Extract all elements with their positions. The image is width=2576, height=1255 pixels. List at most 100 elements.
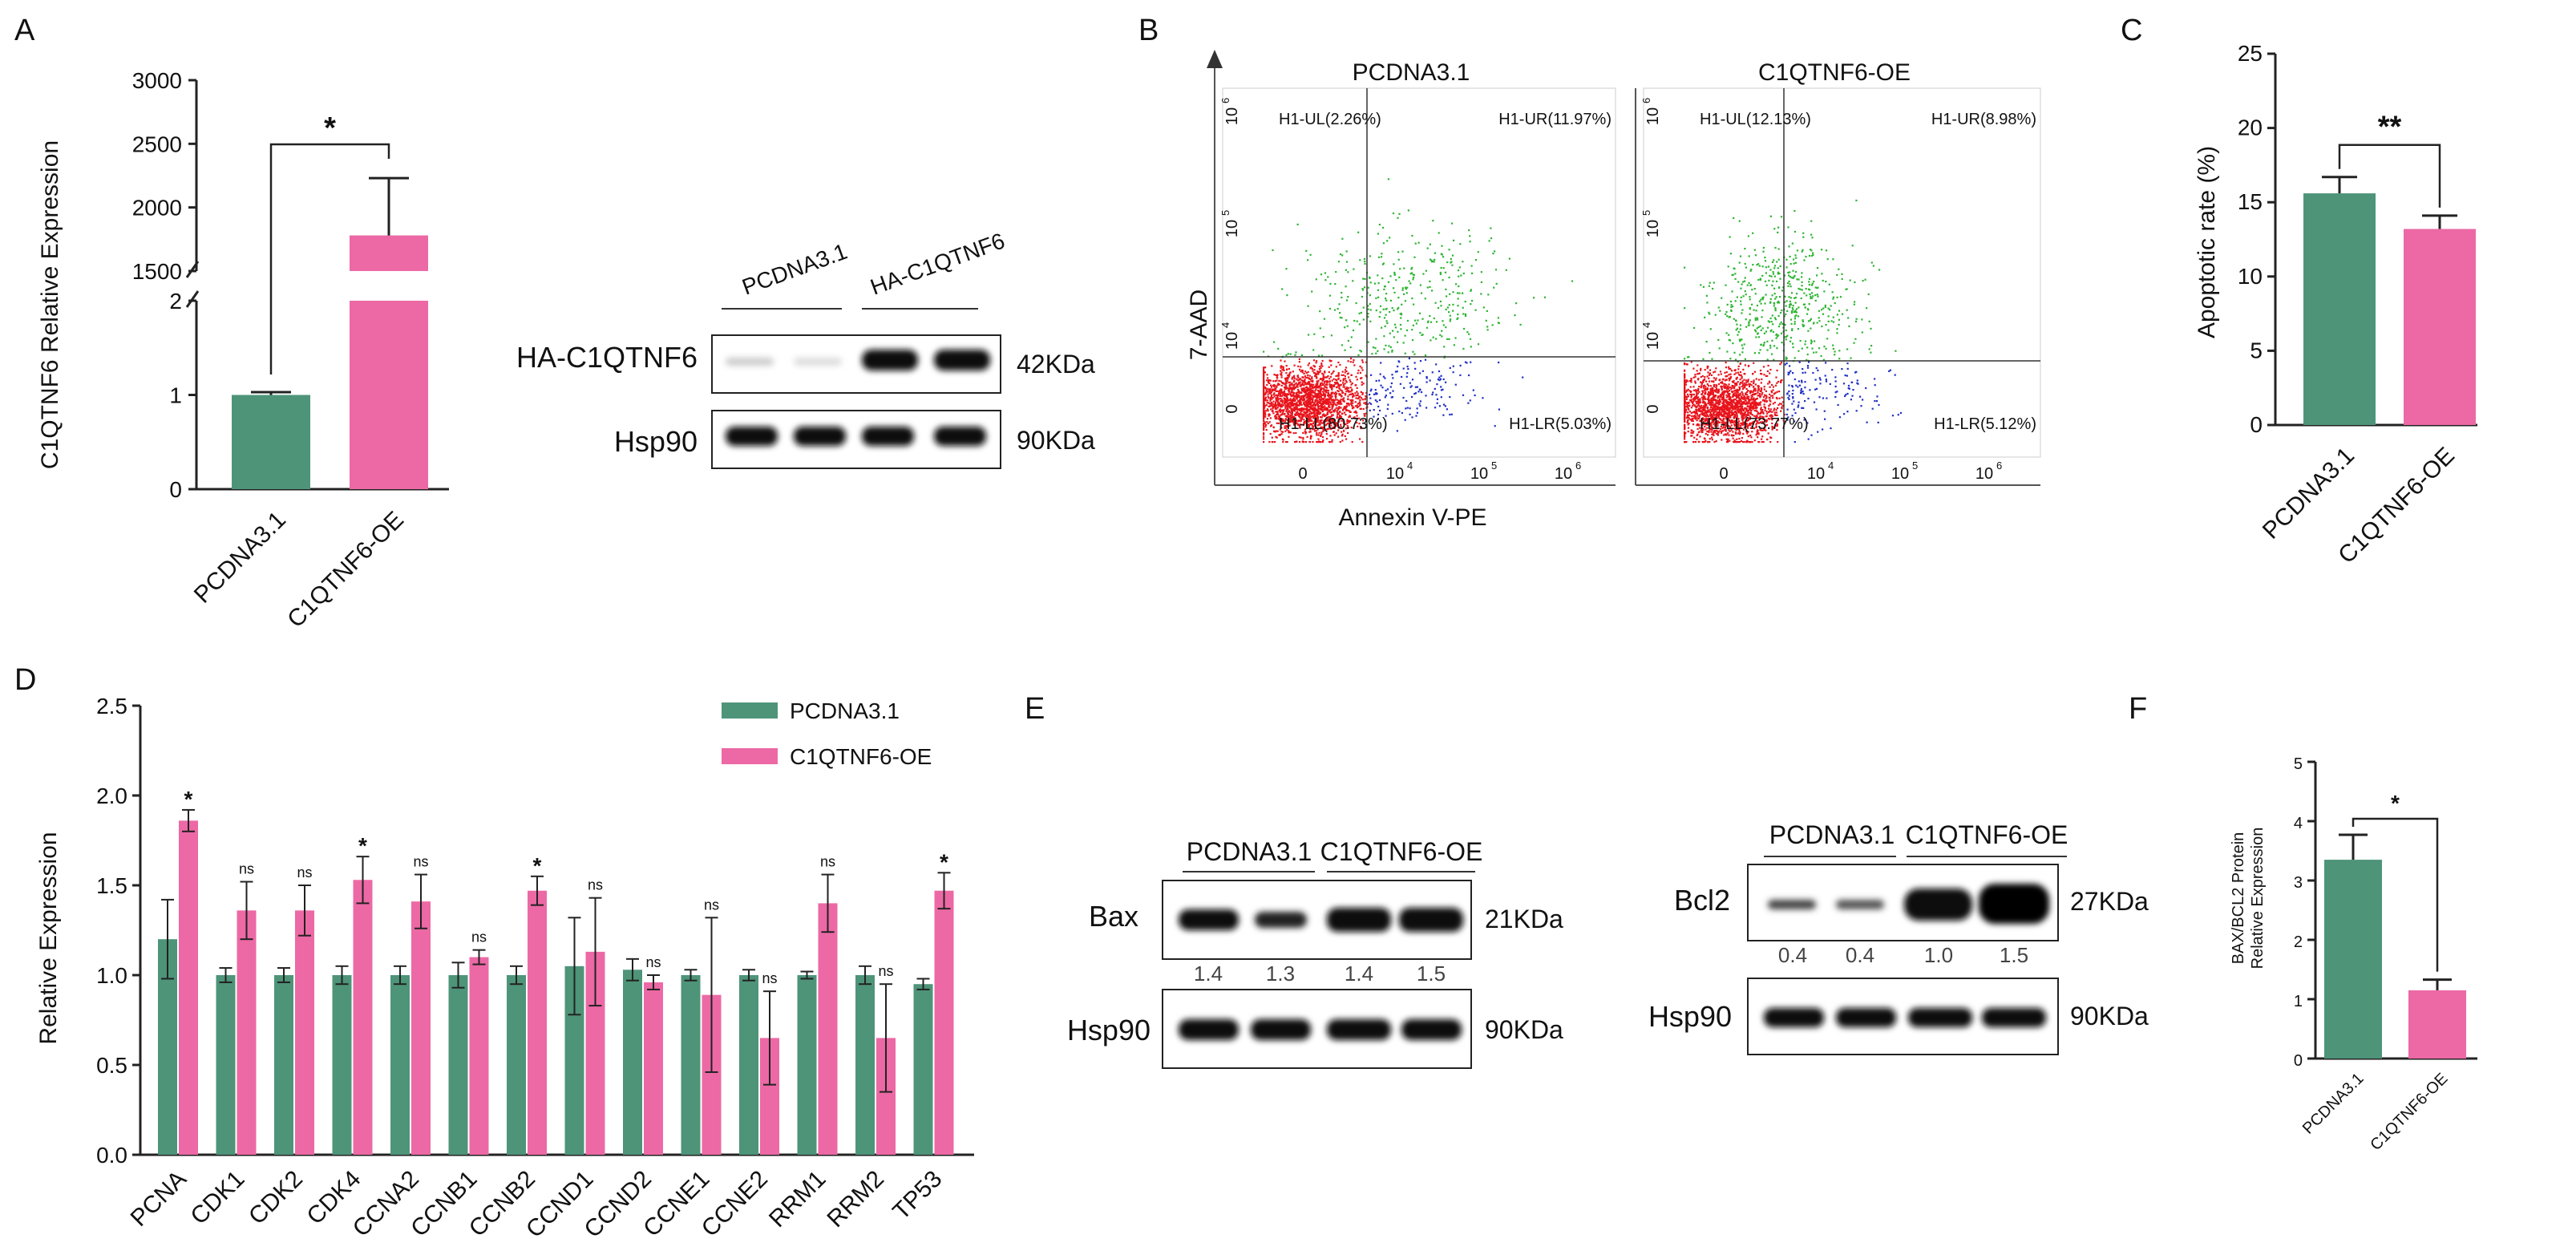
flow-x-tick: 10 xyxy=(1891,465,1909,483)
panel-label-a: A xyxy=(14,14,35,47)
bar xyxy=(644,982,663,1155)
flow-y-tick-exp: 6 xyxy=(1219,98,1231,103)
category-label: RRM2 xyxy=(823,1166,889,1233)
panel-a: A C1QTNF6 Relative Expression 0 1 2 1500 200… xyxy=(14,14,449,633)
panel-d: D Relative Expression 0.0 0.5 1.0 1.5 2.0 2.5… xyxy=(14,663,974,1243)
significance-bracket xyxy=(2352,817,2439,972)
blot-bcl2: PCDNA3.1 C1QTNF6-OE Bcl2 27KDa 0.4 0.4 1… xyxy=(1648,820,2149,1055)
flow-quadrant-lr: H1-LR(5.12%) xyxy=(1934,415,2036,433)
panel-d-ylabel: Relative Expression xyxy=(35,832,62,1044)
blot-bax-group-1: C1QTNF6-OE xyxy=(1320,837,1483,866)
flow-x-tick-exp: 6 xyxy=(1996,459,2002,472)
flow-y-tick: 10 xyxy=(1223,107,1241,125)
blot-a-group-1: HA-C1QTNF6 xyxy=(867,228,1008,299)
flow-y-tick: 10 xyxy=(1644,220,1662,237)
significance-label: * xyxy=(2391,791,2400,816)
panel-label-c: C xyxy=(2121,14,2142,47)
blot-a-row-1-label: Hsp90 xyxy=(614,425,698,458)
flow-y-tick-exp: 6 xyxy=(1640,98,1652,103)
flow-0-title: PCDNA3.1 xyxy=(1353,59,1470,86)
blot-bax-density-2: 1.4 xyxy=(1345,961,1373,986)
flow-quadrant-ul: H1-UL(2.26%) xyxy=(1279,111,1381,128)
blot-bcl2-density-2: 1.0 xyxy=(1924,943,1953,967)
legend-swatch xyxy=(722,748,778,764)
bar xyxy=(855,975,875,1155)
blot-bcl2-loading-label: Hsp90 xyxy=(1648,1000,1732,1033)
flow-y-tick-exp: 5 xyxy=(1640,210,1652,216)
panel-a-ylabel: C1QTNF6 Relative Expression xyxy=(37,140,63,469)
category-label: CDK2 xyxy=(244,1166,308,1230)
panel-c-ylabel: Apoptotic rate (%) xyxy=(2194,146,2220,338)
blot-a-row-0-label: HA-C1QTNF6 xyxy=(516,341,698,374)
y-tick-label: 0 xyxy=(2250,412,2263,437)
flow-y-tick: 10 xyxy=(1223,332,1241,350)
flow-y-tick: 10 xyxy=(1644,332,1662,350)
blot-a-row-0-bands xyxy=(726,350,990,370)
flow-quadrant-ul: H1-UL(12.13%) xyxy=(1700,111,1811,128)
blot-a-group-0: PCDNA3.1 xyxy=(738,239,850,300)
category-label: RRM1 xyxy=(764,1166,831,1233)
significance-bracket xyxy=(2338,144,2441,208)
flow-y-tick-exp: 4 xyxy=(1219,322,1231,328)
blot-bax: PCDNA3.1 C1QTNF6-OE Bax 21KDa 1.4 1.3 1.… xyxy=(1067,837,1563,1069)
blot-bcl2-group-0: PCDNA3.1 xyxy=(1769,820,1895,849)
bar xyxy=(332,975,352,1155)
flow-quadrant-ur: H1-UR(11.97%) xyxy=(1498,111,1612,128)
panel-f-ylabel-line-0: BAX/BCL2 Protein xyxy=(2230,832,2247,965)
axis-break-mark xyxy=(185,261,200,278)
flow-x-tick: 10 xyxy=(1470,465,1488,483)
significance-label: ns xyxy=(645,954,661,970)
bar xyxy=(295,910,314,1155)
flow-dots xyxy=(1263,178,1574,443)
panel-f: F BAX/BCL2 Protein Relative Expression 0… xyxy=(2129,692,2477,1154)
y-tick-label: 3000 xyxy=(132,68,182,93)
bar xyxy=(681,975,701,1155)
blot-bcl2-group-1: C1QTNF6-OE xyxy=(1906,820,2068,849)
bar xyxy=(237,910,257,1155)
y-tick-label: 0.0 xyxy=(96,1143,127,1168)
bar xyxy=(216,975,236,1155)
y-tick-label: 2 xyxy=(169,289,182,314)
category-label: C1QTNF6-OE xyxy=(282,507,409,634)
y-tick-label: 3 xyxy=(2294,874,2303,892)
flow-quadrant-ll: H1-LL(73.77%) xyxy=(1700,415,1809,433)
panel-c: C Apoptotic rate (%) 0510152025PCDNA3.1C… xyxy=(2121,14,2477,569)
significance-label: * xyxy=(184,787,193,812)
significance-bracket xyxy=(269,143,390,374)
legend-label: PCDNA3.1 xyxy=(790,698,900,723)
blot-bax-density-0: 1.4 xyxy=(1194,961,1223,986)
blot-bax-loading-kda: 90KDa xyxy=(1485,1015,1563,1044)
significance-label: ns xyxy=(878,963,893,979)
y-tick-label: 2500 xyxy=(132,132,182,156)
y-tick-label: 2.5 xyxy=(96,694,127,719)
flow-x-tick: 10 xyxy=(1975,465,1993,483)
panel-b: B PCDNA3.1 C1QTNF6-OE 7-AAD Annexin V-PE… xyxy=(1138,14,2041,531)
y-tick-label: 5 xyxy=(2294,755,2303,773)
flow-frame xyxy=(1222,87,1616,458)
blot-bax-group-0: PCDNA3.1 xyxy=(1187,837,1312,866)
panel-f-chart: 0 1 2 3 4 5 PCDNA3.1 C1QTNF6-OE * xyxy=(2294,755,2477,1154)
blot-bax-target-label: Bax xyxy=(1089,900,1138,933)
panel-f-ylabel-line-1: Relative Expression xyxy=(2249,828,2267,970)
axis-break-mark xyxy=(185,290,200,308)
bar xyxy=(818,903,838,1155)
flow-dots xyxy=(1684,199,1903,443)
flow-ylabel: 7-AAD xyxy=(1186,289,1212,360)
bar xyxy=(353,880,373,1155)
category-label: PCDNA3.1 xyxy=(189,507,291,609)
y-tick-label: 1 xyxy=(169,383,182,408)
y-tick-label: 1500 xyxy=(132,259,182,284)
significance-label: * xyxy=(533,853,542,878)
y-tick-label: 2.0 xyxy=(96,783,127,808)
bar xyxy=(179,820,198,1155)
bar xyxy=(2404,229,2476,425)
panel-label-f: F xyxy=(2129,692,2147,726)
blot-bcl2-density-3: 1.5 xyxy=(2000,943,2028,967)
category-label: PCDNA3.1 xyxy=(2299,1070,2368,1138)
legend-swatch xyxy=(722,702,778,719)
y-tick-label: 0 xyxy=(169,477,182,502)
significance-label: * xyxy=(940,849,948,874)
